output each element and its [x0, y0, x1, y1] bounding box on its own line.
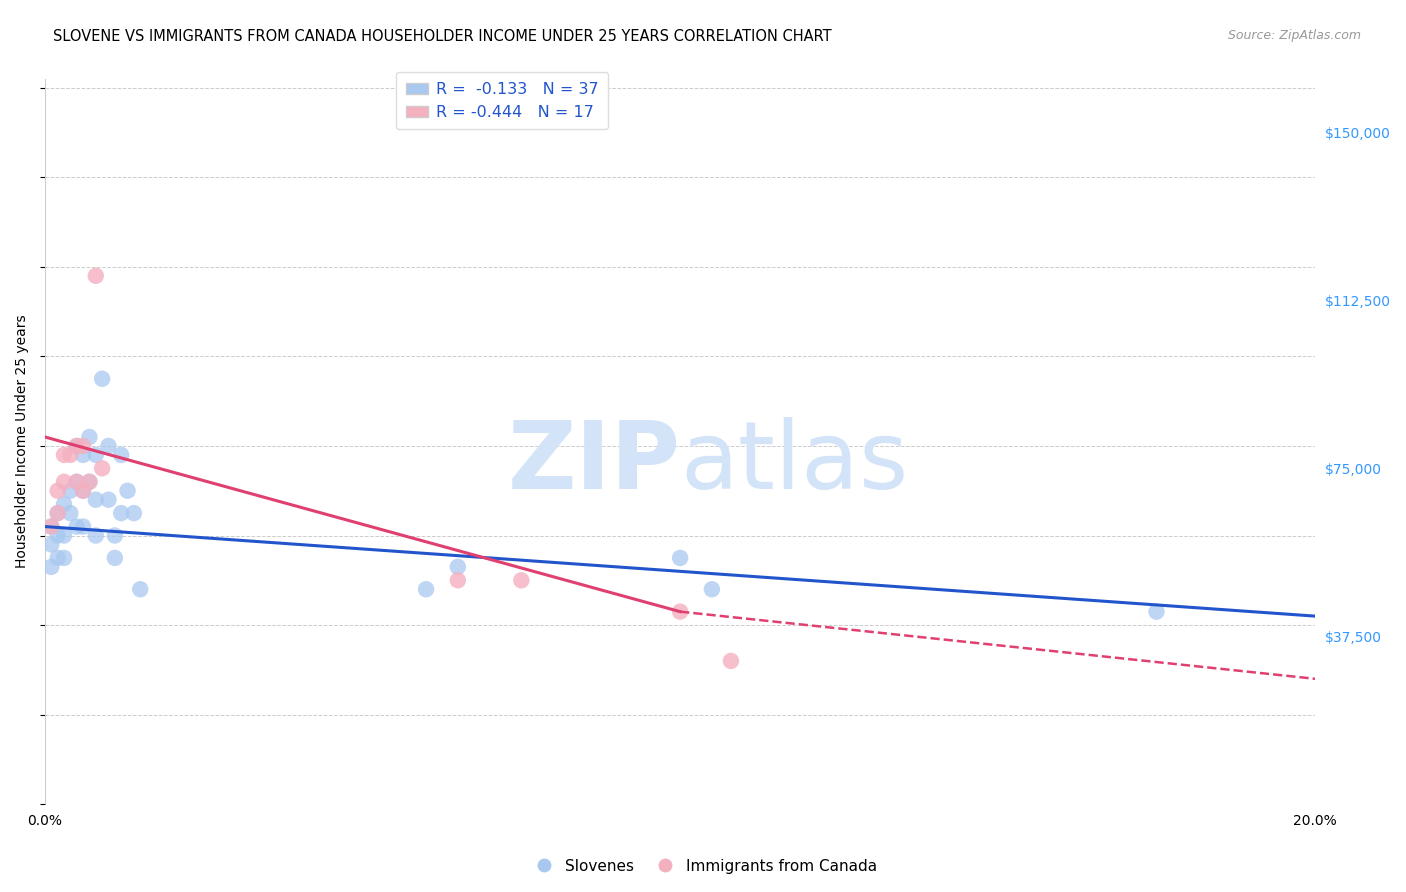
Point — [79, 475, 101, 489]
Point — [46, 483, 69, 498]
Text: SLOVENE VS IMMIGRANTS FROM CANADA HOUSEHOLDER INCOME UNDER 25 YEARS CORRELATION : SLOVENE VS IMMIGRANTS FROM CANADA HOUSEH… — [53, 29, 832, 44]
Point — [669, 550, 692, 565]
Point — [59, 506, 82, 520]
Point — [41, 560, 63, 574]
Point — [53, 497, 76, 511]
Point — [91, 461, 114, 475]
Point — [104, 550, 127, 565]
Point — [1146, 605, 1168, 619]
Point — [104, 528, 127, 542]
Y-axis label: Householder Income Under 25 years: Householder Income Under 25 years — [15, 315, 30, 568]
Point — [46, 506, 69, 520]
Point — [79, 430, 101, 444]
Point — [447, 574, 470, 588]
Text: atlas: atlas — [681, 417, 908, 509]
Point — [53, 475, 76, 489]
Point — [129, 582, 152, 597]
Text: ZIP: ZIP — [508, 417, 681, 509]
Point — [117, 483, 139, 498]
Point — [46, 550, 69, 565]
Point — [53, 550, 76, 565]
Point — [84, 492, 107, 507]
Point — [72, 483, 94, 498]
Point — [97, 492, 120, 507]
Point — [66, 519, 89, 533]
Point — [122, 506, 145, 520]
Point — [447, 560, 470, 574]
Point — [41, 519, 63, 533]
Point — [700, 582, 723, 597]
Point — [669, 605, 692, 619]
Point — [46, 528, 69, 542]
Point — [72, 448, 94, 462]
Point — [84, 448, 107, 462]
Point — [91, 372, 114, 386]
Point — [84, 528, 107, 542]
Point — [59, 483, 82, 498]
Point — [53, 448, 76, 462]
Point — [510, 574, 533, 588]
Point — [66, 475, 89, 489]
Legend: R =  -0.133   N = 37, R = -0.444   N = 17: R = -0.133 N = 37, R = -0.444 N = 17 — [396, 72, 609, 129]
Point — [110, 448, 132, 462]
Point — [72, 483, 94, 498]
Point — [41, 519, 63, 533]
Point — [110, 506, 132, 520]
Point — [59, 448, 82, 462]
Point — [415, 582, 437, 597]
Point — [66, 475, 89, 489]
Point — [79, 475, 101, 489]
Text: Source: ZipAtlas.com: Source: ZipAtlas.com — [1227, 29, 1361, 42]
Point — [720, 654, 742, 668]
Point — [46, 506, 69, 520]
Legend: Slovenes, Immigrants from Canada: Slovenes, Immigrants from Canada — [523, 853, 883, 880]
Point — [97, 439, 120, 453]
Point — [72, 519, 94, 533]
Point — [66, 439, 89, 453]
Point — [41, 537, 63, 551]
Point — [72, 439, 94, 453]
Point — [53, 528, 76, 542]
Point — [84, 268, 107, 283]
Point — [66, 439, 89, 453]
